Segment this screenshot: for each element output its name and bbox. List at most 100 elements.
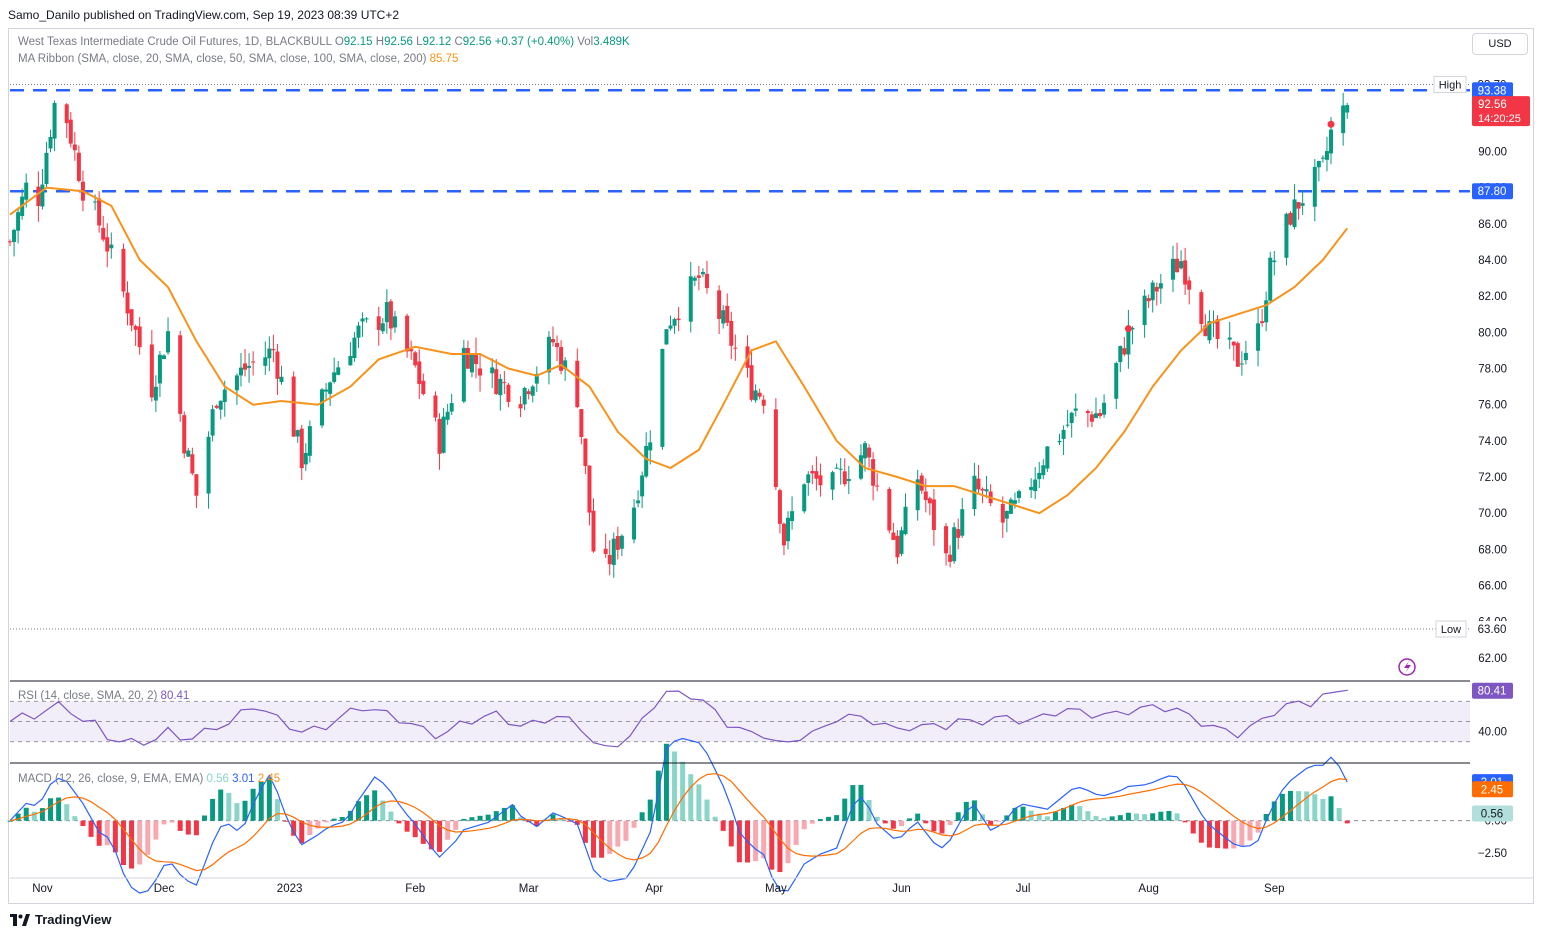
candle-body	[522, 388, 527, 405]
macd-label: MACD (12, 26, close, 9, EMA, EMA)	[18, 773, 204, 785]
candle-body	[518, 404, 523, 409]
candle-body	[636, 500, 641, 504]
resistance-1-value: 93.38	[1478, 85, 1507, 97]
candle-body	[1312, 166, 1317, 207]
candle-body	[757, 392, 762, 397]
candle-body	[1061, 429, 1066, 439]
macd-bar	[153, 820, 159, 840]
candle-body	[417, 361, 422, 385]
macd-bar	[396, 820, 402, 824]
macd-bar	[1117, 815, 1123, 821]
macd-bar	[145, 820, 151, 855]
macd-bar	[915, 813, 921, 821]
candle-body	[1154, 286, 1159, 292]
candle-body	[360, 318, 365, 322]
candle-body	[474, 353, 478, 364]
candle-body	[587, 465, 592, 513]
macd-bar	[696, 784, 702, 821]
candle-body	[243, 363, 248, 370]
candle-body	[640, 475, 645, 497]
candle-body	[44, 152, 49, 185]
macd-bar	[372, 790, 378, 821]
candle-body	[530, 386, 535, 396]
macd-bar	[1150, 813, 1156, 821]
price-tick: 72.00	[1478, 472, 1507, 484]
macd-bar	[185, 820, 191, 835]
rsi-pane	[9, 689, 1470, 748]
macd-bar	[996, 820, 1002, 822]
candle-body	[421, 380, 426, 395]
time-tick: Dec	[154, 883, 175, 895]
candle-body	[409, 349, 414, 352]
time-tick: May	[765, 883, 787, 895]
candle-body	[777, 490, 782, 524]
candle-body	[182, 415, 187, 454]
candle-body	[721, 310, 726, 324]
candle-body	[1329, 129, 1334, 154]
macd-bar	[809, 820, 815, 824]
candle-body	[931, 499, 936, 531]
candle-body	[842, 471, 847, 485]
candle-body	[648, 442, 653, 451]
macd-bar	[1077, 806, 1083, 821]
candle-body	[1016, 491, 1021, 498]
macd-bar	[866, 800, 872, 821]
macd-bar	[129, 820, 135, 869]
rsi-legend[interactable]: RSI (14, close, SMA, 20, 2) 80.41	[18, 690, 189, 702]
currency-button[interactable]: USD	[1472, 33, 1528, 55]
macd-bar	[1174, 813, 1180, 821]
candle-body	[1183, 260, 1188, 285]
candle-body	[830, 472, 835, 490]
price-tick: 78.00	[1478, 363, 1507, 375]
candle-body	[388, 301, 393, 329]
candle-body	[1170, 258, 1175, 280]
macd-bar	[761, 820, 767, 859]
candle-body	[364, 318, 369, 320]
macd-bar	[1239, 820, 1245, 846]
candle-body	[129, 309, 134, 326]
candle-body	[575, 360, 580, 408]
macd-bar	[1036, 813, 1042, 821]
candle-body	[291, 376, 296, 437]
candle-body	[324, 389, 329, 392]
candle-body	[149, 344, 154, 398]
macd-bar	[1320, 799, 1326, 821]
symbol-legend[interactable]: West Texas Intermediate Crude Oil Future…	[18, 36, 630, 48]
tradingview-logo[interactable]: TradingView	[10, 912, 111, 927]
macd-bar	[971, 800, 977, 821]
ma-legend[interactable]: MA Ribbon (SMA, close, 20, SMA, close, 5…	[18, 53, 458, 65]
candle-body	[1118, 345, 1123, 363]
ma-line	[9, 186, 1348, 515]
price-pane	[8, 83, 1470, 676]
candle-body	[688, 276, 693, 322]
macd-bar	[793, 820, 799, 845]
macd-bar	[364, 795, 370, 821]
candle-body	[494, 369, 499, 395]
macd-bar	[453, 820, 459, 830]
candle-body	[109, 244, 114, 249]
time-tick: Nov	[32, 883, 53, 895]
macd-bar	[355, 801, 361, 821]
price-tick: 80.00	[1478, 327, 1507, 339]
candle-body	[1256, 323, 1261, 351]
macd-bar	[1142, 814, 1148, 821]
candle-body	[1085, 410, 1090, 414]
candle-body	[956, 529, 961, 538]
candle-body	[1158, 283, 1163, 289]
macd-bar	[639, 812, 645, 821]
candle-body	[166, 331, 171, 353]
macd-bar	[1020, 806, 1026, 821]
candle-body	[190, 454, 195, 474]
macd-bar	[299, 820, 305, 844]
macd-legend[interactable]: MACD (12, 26, close, 9, EMA, EMA) 0.56 3…	[18, 773, 280, 785]
candle-body	[660, 348, 665, 447]
macd-bar	[1109, 816, 1115, 821]
candle-body	[555, 342, 560, 348]
candle-body	[267, 348, 272, 359]
candle-body	[307, 426, 312, 456]
price-tick: 66.00	[1478, 581, 1507, 593]
macd-bar	[493, 811, 499, 821]
macd-bar	[890, 820, 896, 829]
candle-body	[1207, 321, 1212, 341]
